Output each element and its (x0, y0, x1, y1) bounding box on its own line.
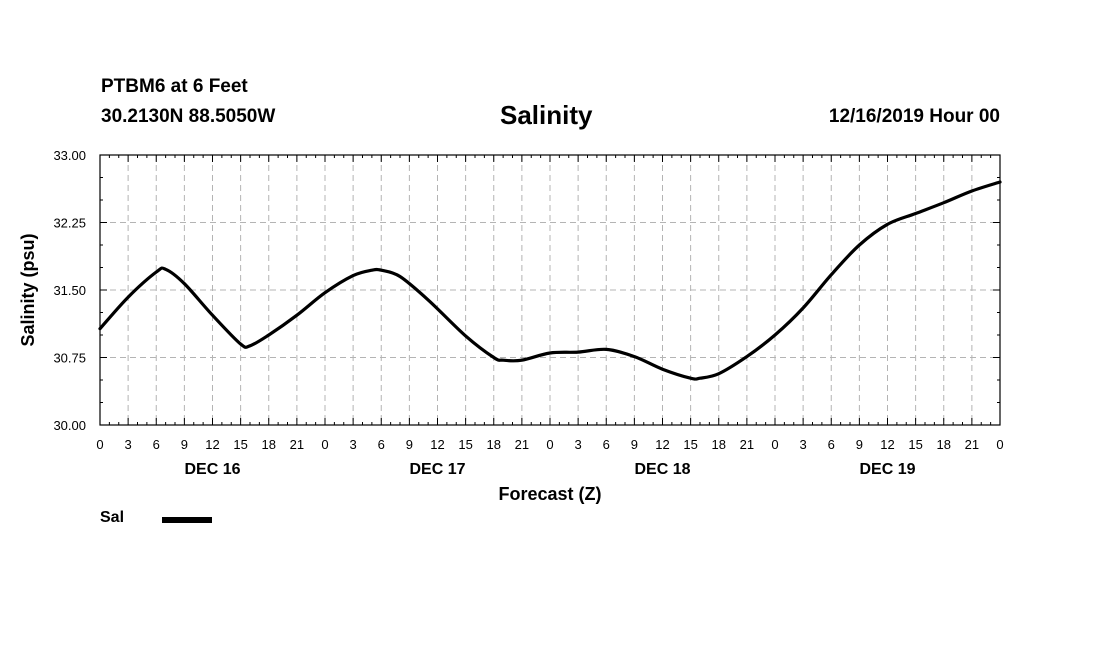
x-tick-label: 9 (181, 437, 188, 452)
day-label: DEC 17 (409, 461, 465, 478)
x-tick-label: 0 (996, 437, 1003, 452)
x-tick-label: 0 (321, 437, 328, 452)
y-tick-label: 32.25 (53, 216, 86, 231)
grid (100, 155, 1000, 425)
y-tick-label: 30.75 (53, 351, 86, 366)
x-axis-title: Forecast (Z) (498, 484, 601, 504)
x-tick-label: 12 (880, 437, 894, 452)
x-tick-label: 0 (771, 437, 778, 452)
x-tick-label: 12 (430, 437, 444, 452)
y-axis-title: Salinity (psu) (18, 233, 38, 346)
legend-swatch (162, 517, 212, 523)
x-tick-label: 6 (153, 437, 160, 452)
station-label: PTBM6 at 6 Feet (101, 76, 248, 97)
chart-title: Salinity (500, 100, 593, 130)
x-tick-label: 18 (937, 437, 951, 452)
x-tick-label: 18 (712, 437, 726, 452)
x-tick-label: 12 (655, 437, 669, 452)
x-tick-label: 18 (487, 437, 501, 452)
x-tick-label: 6 (603, 437, 610, 452)
y-tick-label: 30.00 (53, 418, 86, 433)
legend-label: Sal (100, 509, 125, 526)
day-label: DEC 18 (634, 461, 690, 478)
x-tick-label: 15 (458, 437, 472, 452)
x-tick-label: 15 (683, 437, 697, 452)
day-label: DEC 19 (859, 461, 915, 478)
series-line-sal (98, 180, 1002, 381)
x-tick-label: 18 (262, 437, 276, 452)
x-tick-label: 6 (378, 437, 385, 452)
x-tick-label: 6 (828, 437, 835, 452)
y-tick-label: 33.00 (53, 148, 86, 163)
run-time-label: 12/16/2019 Hour 00 (828, 106, 1000, 127)
x-tick-label: 0 (96, 437, 103, 452)
x-tick-label: 3 (350, 437, 357, 452)
coordinates-label: 30.2130N 88.5050W (101, 106, 276, 127)
x-tick-label: 15 (233, 437, 247, 452)
x-tick-label: 21 (965, 437, 979, 452)
x-tick-label: 15 (908, 437, 922, 452)
y-tick-label: 31.50 (53, 283, 86, 298)
x-tick-label: 3 (800, 437, 807, 452)
x-tick-label: 21 (290, 437, 304, 452)
x-tick-label: 12 (205, 437, 219, 452)
x-tick-label: 21 (515, 437, 529, 452)
x-tick-label: 0 (546, 437, 553, 452)
x-tick-label: 21 (740, 437, 754, 452)
x-tick-label: 9 (406, 437, 413, 452)
axis-labels: 0 3 6 9 12 15 18 21 0 3 6 9 12 15 18 21 0 3 6 9 12 15 18 21 0 3 6 9… (53, 148, 1003, 478)
day-label: DEC 16 (184, 461, 240, 478)
x-tick-label: 3 (125, 437, 132, 452)
plot-frame (99, 154, 1001, 426)
x-tick-label: 9 (856, 437, 863, 452)
x-tick-label: 3 (575, 437, 582, 452)
x-tick-label: 9 (631, 437, 638, 452)
